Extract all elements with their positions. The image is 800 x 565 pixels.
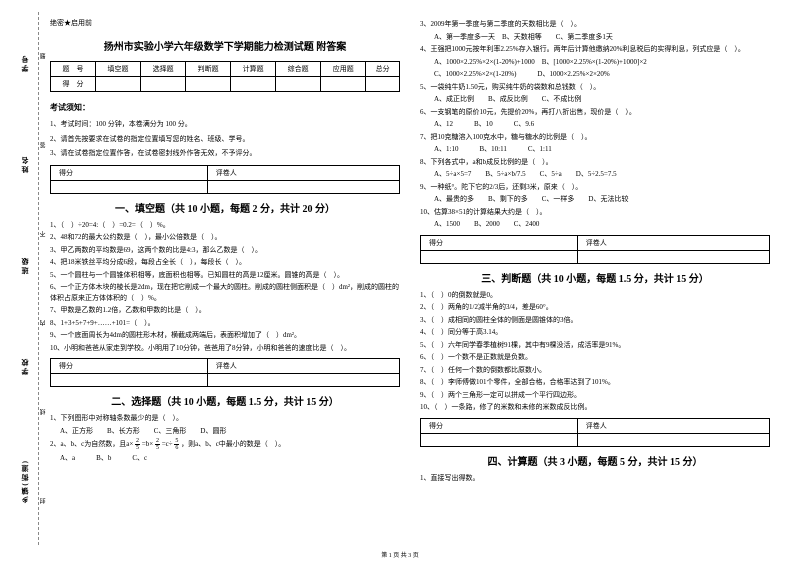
score-header: 综合题 [276, 62, 321, 77]
fill-q: 3、甲乙两数的平均数是69，这两个数的比是4:3，那么乙数是（ ）。 [50, 245, 400, 256]
judge-q: 9、（ ）两个三角形一定可以拼成一个平行四边形。 [420, 390, 770, 401]
fraction: 25 [155, 438, 160, 451]
choice-q: 5、一袋纯牛奶1.50元，购买纯牛奶的袋数和总钱数（ ）。 [420, 82, 770, 93]
choice-opts: A、正方形 B、长方形 C、三角形 D、圆形 [50, 426, 400, 437]
choice-opts: A、第一季度多一天 B、天数相等 C、第二季度多1天 [420, 32, 770, 43]
score-header: 判断题 [186, 62, 231, 77]
choice-q: 1、下列图形中对称轴条数最少的是（ ）。 [50, 413, 400, 424]
choice-opts: A、5÷a×5=7 B、5÷a×b/7.5 C、5÷a D、5÷2.5=7.5 [420, 169, 770, 180]
choice-q: 8、下列各式中，a和b成反比例的是（ ）。 [420, 157, 770, 168]
judge-q: 8、（ ）李师傅做101个零件，全部合格，合格率达到了101%。 [420, 377, 770, 388]
score-header: 填空题 [96, 62, 141, 77]
secret-label: 绝密★启用前 [50, 18, 400, 28]
page-footer: 第 1 页 共 3 页 [0, 550, 800, 559]
judge-q: 2、（ ）两角的1/2减半角的3/4，差是60°。 [420, 302, 770, 313]
notice-item: 2、请首先按要求在试卷的指定位置填写您的姓名、班级、学号。 [50, 134, 400, 145]
choice-opts: C、1000×2.25%×2×(1-20%) D、1000×2.25%×2×20… [420, 69, 770, 80]
fill-q: 6、一个正方体木块的棱长是2dm，现在把它削成一个最大的圆柱。削成的圆柱侧面积是… [50, 282, 400, 303]
choice-q: 3、2009年第一季度与第二季度的天数相比是（ ）。 [420, 19, 770, 30]
choice-opts: A、12 B、10 C、9.6 [420, 119, 770, 130]
left-column: 绝密★启用前 扬州市实验小学六年级数学下学期能力检测试题 附答案 题 号 填空题… [50, 18, 400, 547]
choice-opts: A、最贵的多 B、剩下的多 C、一样多 D、无法比较 [420, 194, 770, 205]
notice-item: 1、考试时间：100 分钟，本卷满分为 100 分。 [50, 119, 400, 130]
section-choice-heading: 二、选择题（共 10 小题，每题 1.5 分，共计 15 分） [50, 393, 400, 408]
calc-q: 1、直接写出得数。 [420, 473, 770, 484]
judge-q: 4、（ ）同分等于高3.14。 [420, 327, 770, 338]
right-column: 3、2009年第一季度与第二季度的天数相比是（ ）。 A、第一季度多一天 B、天… [420, 18, 770, 547]
choice-q: 6、一支钢笔的原价10元，先提价20%，再打八折出售，现价是（ ）。 [420, 107, 770, 118]
choice-q: 9、一种纸°。陀下它的2/3后，还剩3米，原来（ ）。 [420, 182, 770, 193]
page-container: 绝密★启用前 扬州市实验小学六年级数学下学期能力检测试题 附答案 题 号 填空题… [0, 0, 800, 565]
score-header: 选择题 [141, 62, 186, 77]
score-header: 总分 [366, 62, 400, 77]
choice-opts: A、1000×2.25%×2×(1-20%)+1000 B、[1000×2.25… [420, 57, 770, 68]
fraction: 25 [135, 438, 140, 451]
choice-q: 4、王强把1000元按年利率2.25%存入银行。两年后计算他缴纳20%利息税后的… [420, 44, 770, 55]
exam-title: 扬州市实验小学六年级数学下学期能力检测试题 附答案 [50, 38, 400, 53]
fill-q: 10、小明和爸爸从家走到学校。小明用了10分钟，爸爸用了8分钟，小明和爸爸的速度… [50, 343, 400, 354]
score-table: 题 号 填空题 选择题 判断题 计算题 综合题 应用题 总分 得 分 [50, 61, 400, 92]
choice-q: 10、估算38×51的计算结果大约是（ ）。 [420, 207, 770, 218]
fill-q: 5、一个圆柱与一个圆锥体积相等，底面积也相等。已知圆柱的高是12厘米。圆锥的高是… [50, 270, 400, 281]
choice-opts: A、成正比例 B、成反比例 C、不成比例 [420, 94, 770, 105]
choice-opts: A、1:10 B、10:11 C、1:11 [420, 144, 770, 155]
judge-q: 7、（ ）任何一个数的倒数都比原数小。 [420, 365, 770, 376]
choice-q: 2、a、b、c为自然数，且a× 25 =b× 25 =c÷ 56 ，则a、b、c… [50, 438, 400, 451]
score-header: 应用题 [321, 62, 366, 77]
notice-heading: 考试须知： [50, 102, 400, 113]
section-fill-heading: 一、填空题（共 10 小题，每题 2 分，共计 20 分） [50, 200, 400, 215]
fill-q: 2、48和72的最大公约数是（ ），最小公倍数是（ ）。 [50, 232, 400, 243]
judge-q: 10、（ ）一条路，修了的米数和未修的米数成反比例。 [420, 402, 770, 413]
choice-q: 7、把10克糖溶入100克水中，糖与糖水的比例是（ ）。 [420, 132, 770, 143]
fraction: 56 [174, 438, 179, 451]
choice-opts: A、a B、b C、c [50, 453, 400, 464]
score-header: 计算题 [231, 62, 276, 77]
judge-q: 3、（ ）成相同的圆柱全体的侧面是圆锥体的3倍。 [420, 315, 770, 326]
scorebox: 得分评卷人 [420, 235, 770, 264]
fill-q: 1、（ ）÷20=4:（ ）=0.2=（ ）%。 [50, 220, 400, 231]
judge-q: 1、（ ）0的倒数就是0。 [420, 290, 770, 301]
fill-q: 7、甲数是乙数的1.2倍，乙数和甲数的比是（ ）。 [50, 305, 400, 316]
judge-q: 6、（ ）一个数不是正数就是负数。 [420, 352, 770, 363]
scorebox: 得分评卷人 [50, 358, 400, 387]
choice-opts: A、1500 B、2000 C、2400 [420, 219, 770, 230]
gutter-marks: 封 线 内 不 答 题 [28, 12, 58, 545]
fill-q: 9、一个底面周长为4dm的圆柱形木材，横截成两端后，表面积增加了（ ）dm²。 [50, 330, 400, 341]
scorebox: 得分评卷人 [420, 418, 770, 447]
section-calc-heading: 四、计算题（共 3 小题，每题 5 分，共计 15 分） [420, 453, 770, 468]
scorebox: 得分评卷人 [50, 165, 400, 194]
judge-q: 5、（ ）六年同学春季植树91棵，其中有9棵没活，成活率是91%。 [420, 340, 770, 351]
fill-q: 8、1+3+5+7+9+……+101=（ ）。 [50, 318, 400, 329]
notice-item: 3、请在试卷指定位置作答，在试卷密封线外作答无效，不予评分。 [50, 148, 400, 159]
section-judge-heading: 三、判断题（共 10 小题，每题 1.5 分，共计 15 分） [420, 270, 770, 285]
fill-q: 4、把18米铁丝平均分成6段，每段占全长（ ），每段长（ ）。 [50, 257, 400, 268]
